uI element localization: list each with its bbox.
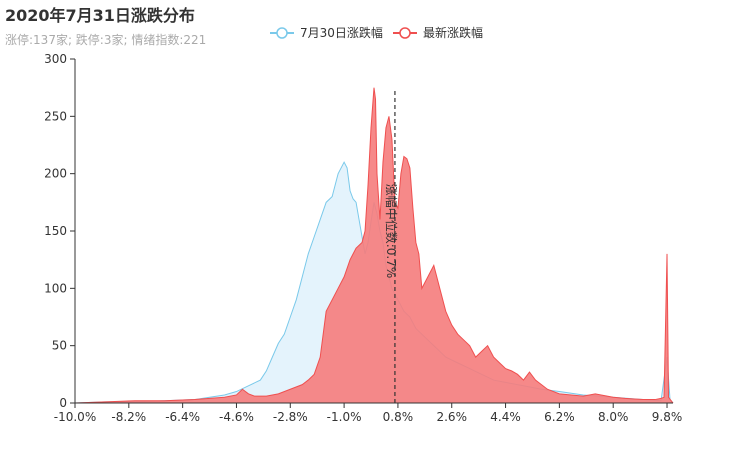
legend[interactable]: 7月30日涨跌幅 最新涨跌幅 bbox=[270, 25, 483, 40]
x-tick-label: 6.2% bbox=[544, 410, 575, 424]
axis-layer: 0 50 100 150 200 250 300 -10.0% -8.2% -6.4% -4.6% -… bbox=[44, 52, 682, 424]
y-tick-label: 200 bbox=[44, 167, 67, 181]
x-tick-label: 2.6% bbox=[436, 410, 467, 424]
legend-label: 最新涨跌幅 bbox=[423, 25, 483, 40]
x-tick-label: -2.8% bbox=[273, 410, 308, 424]
x-tick-label: -10.0% bbox=[54, 410, 96, 424]
median-layer: 涨幅中位数:0.7% bbox=[384, 89, 399, 403]
y-tick-label: 50 bbox=[52, 339, 67, 353]
legend-item-1[interactable]: 最新涨跌幅 bbox=[393, 25, 483, 40]
y-tick-label: 100 bbox=[44, 281, 67, 295]
x-tick-label: 4.4% bbox=[490, 410, 521, 424]
y-tick-label: 250 bbox=[44, 109, 67, 123]
series-layer bbox=[74, 87, 674, 404]
x-tick-label: -4.6% bbox=[219, 410, 254, 424]
series-line-1 bbox=[74, 87, 674, 404]
y-tick-label: 300 bbox=[44, 52, 67, 66]
y-tick-label: 0 bbox=[59, 396, 67, 410]
x-tick-label: 8.0% bbox=[598, 410, 629, 424]
legend-marker bbox=[276, 27, 288, 39]
legend-item-0[interactable]: 7月30日涨跌幅 bbox=[270, 25, 383, 40]
legend-marker bbox=[399, 27, 411, 39]
chart-subtitle: 涨停:137家; 跌停:3家; 情绪指数:221 bbox=[5, 33, 207, 47]
median-label: 涨幅中位数:0.7% bbox=[384, 184, 399, 279]
x-tick-label: -8.2% bbox=[111, 410, 146, 424]
x-tick-label: -1.0% bbox=[327, 410, 362, 424]
x-tick-label: -6.4% bbox=[165, 410, 200, 424]
series-area-1 bbox=[75, 87, 673, 404]
x-tick-label: 9.8% bbox=[652, 410, 683, 424]
legend-label: 7月30日涨跌幅 bbox=[300, 25, 383, 40]
x-tick-label: 0.8% bbox=[383, 410, 414, 424]
y-tick-label: 150 bbox=[44, 224, 67, 238]
chart-title: 2020年7月31日涨跌分布 bbox=[5, 6, 195, 25]
